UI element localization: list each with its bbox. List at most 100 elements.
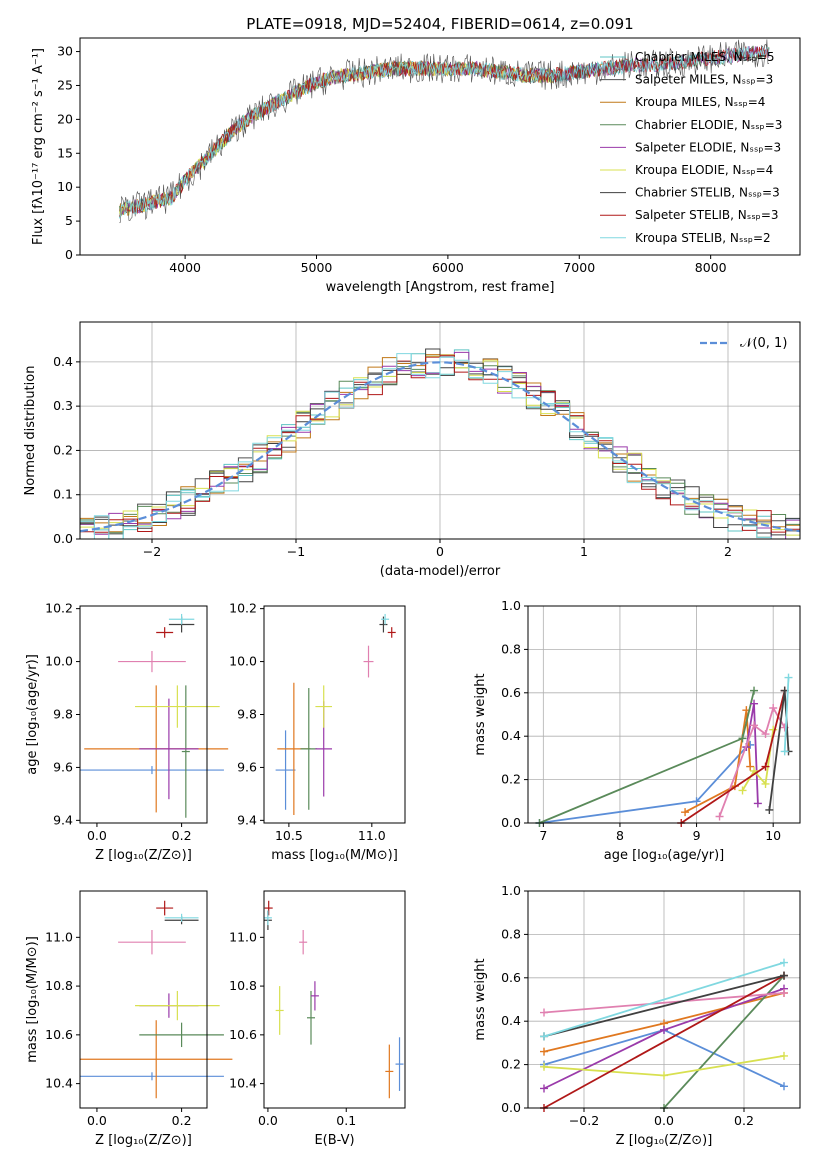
- x-tick-label: 0.0: [654, 1113, 674, 1128]
- y-tick-label: 10.6: [45, 1027, 73, 1042]
- weight-series-line: [543, 974, 785, 1109]
- spectrum-series-line: [119, 59, 632, 219]
- x-tick-label: 0.0: [87, 828, 107, 843]
- x-tick-label: 7: [539, 828, 547, 843]
- weight-point-marker: [780, 958, 788, 967]
- y-tick-label: 15: [57, 145, 73, 160]
- legend-label: Salpeter ELODIE, Nₛₛₚ=3: [635, 140, 781, 154]
- y-tick-label: 10.6: [229, 1027, 257, 1042]
- weight-point-marker: [738, 734, 747, 743]
- weight-series-line: [543, 992, 785, 1014]
- panel-residuals: 𝒩(0, 1) −2 −1 0 1 2 0.0 0.1 0.2 0.3 0.4 (data-model…: [23, 321, 801, 579]
- legend-label: Salpeter MILES, Nₛₛₚ=3: [635, 73, 773, 87]
- x-axis-label: (data-model)/error: [380, 564, 501, 579]
- x-axis-label: age [log₁₀(age/yr)]: [604, 848, 725, 863]
- y-tick-label: 0.0: [53, 531, 73, 546]
- x-tick-label: 11.0: [358, 828, 386, 843]
- panel-spectrum: Chabrier MILES, Nₛₛₚ=5 Salpeter MILES, Nₛ…: [31, 37, 801, 295]
- y-tick-label: 25: [57, 77, 73, 92]
- y-tick-label: 0.2: [501, 772, 521, 787]
- y-axis-label: mass weight: [473, 673, 488, 755]
- y-tick-label: 0.4: [53, 354, 73, 369]
- weight-point-marker: [692, 797, 701, 806]
- panel-mass-vs-z: 0.0 0.2 10.4 10.6 10.8 11.0 Z [log₁₀(Z/Z⊙)] mas…: [25, 890, 233, 1148]
- x-tick-label: 9: [693, 828, 701, 843]
- y-tick-label: 10.8: [229, 978, 257, 993]
- plot-frame: [79, 37, 801, 256]
- y-tick-label: 9.8: [237, 707, 257, 722]
- y-tick-label: 10.2: [229, 601, 257, 616]
- y-tick-label: 0.1: [53, 487, 73, 502]
- x-tick-label: 5000: [301, 260, 333, 275]
- y-axis-label: Normed distribution: [23, 366, 38, 496]
- y-tick-label: 0.6: [501, 970, 521, 985]
- x-tick-label: 0.1: [336, 1113, 356, 1128]
- weight-point-marker: [540, 1047, 548, 1056]
- x-tick-label: 8000: [695, 260, 727, 275]
- weight-point-marker: [750, 699, 759, 708]
- weight-point-marker: [780, 988, 788, 997]
- y-tick-label: 10.2: [45, 601, 73, 616]
- y-tick-label: 9.4: [237, 812, 257, 827]
- x-tick-label: 0.0: [258, 1113, 278, 1128]
- x-tick-label: 0.2: [734, 1113, 754, 1128]
- weight-point-marker: [660, 1071, 668, 1080]
- weight-point-marker: [765, 805, 774, 814]
- y-tick-label: 0.4: [501, 728, 521, 743]
- weight-series-line: [741, 729, 775, 791]
- y-axis-label: Flux [fλ10⁻¹⁷ erg cm⁻² s⁻¹ A⁻¹]: [31, 48, 46, 245]
- weight-series-line: [663, 974, 785, 1109]
- panel-mass-vs-ebv: 0.0 0.1 10.4 10.6 10.8 11.0 E(B-V): [229, 890, 406, 1148]
- y-tick-label: 0.2: [53, 442, 73, 457]
- x-tick-label: 10.5: [275, 828, 303, 843]
- x-tick-label: 1: [580, 544, 588, 559]
- x-tick-label: 10: [765, 828, 781, 843]
- weight-point-marker: [746, 762, 755, 771]
- weight-point-marker: [540, 1062, 548, 1071]
- normal-reference-curve: [79, 361, 801, 533]
- panel-weight-vs-z: −0.2 0.0 0.2 0.0 0.2 0.4 0.6 0.8 1.0 Z [log₁₀(Z/Z…: [473, 883, 801, 1148]
- y-tick-label: 9.4: [53, 812, 73, 827]
- y-tick-label: 10.4: [229, 1076, 257, 1091]
- y-tick-label: 10.0: [229, 654, 257, 669]
- weight-point-marker: [540, 1032, 548, 1041]
- y-tick-label: 11.0: [45, 929, 73, 944]
- x-tick-label: 0.0: [87, 1113, 107, 1128]
- y-tick-label: 10.0: [45, 654, 73, 669]
- legend-label: 𝒩(0, 1): [740, 336, 787, 351]
- weight-point-marker: [761, 779, 770, 788]
- y-tick-label: 10.8: [45, 978, 73, 993]
- weight-point-marker: [780, 1082, 788, 1091]
- weight-point-marker: [681, 808, 690, 817]
- legend-label: Salpeter STELIB, Nₛₛₚ=3: [635, 208, 779, 222]
- weight-point-marker: [540, 1008, 548, 1017]
- y-tick-label: 9.8: [53, 707, 73, 722]
- x-tick-label: 4000: [169, 260, 201, 275]
- x-tick-label: 7000: [563, 260, 595, 275]
- panel-age-vs-z: 0.0 0.2 9.4 9.6 9.8 10.0 10.2 Z [log₁₀(Z/Z⊙)] ag…: [25, 601, 229, 863]
- y-tick-label: 10: [57, 179, 73, 194]
- x-tick-label: 8: [616, 828, 624, 843]
- legend-label: Chabrier STELIB, Nₛₛₚ=3: [635, 186, 780, 200]
- weight-point-marker: [738, 786, 747, 795]
- weight-point-marker: [761, 730, 770, 739]
- figure-title: PLATE=0918, MJD=52404, FIBERID=0614, z=0…: [246, 15, 633, 33]
- x-axis-label: Z [log₁₀(Z/Z⊙)]: [95, 848, 192, 863]
- y-axis-label: mass weight: [473, 958, 488, 1040]
- y-tick-label: 0.8: [501, 641, 521, 656]
- plot-frame: [263, 890, 406, 1109]
- x-tick-label: 6000: [432, 260, 464, 275]
- y-tick-label: 1.0: [501, 883, 521, 898]
- y-tick-label: 1.0: [501, 598, 521, 613]
- weight-point-marker: [780, 747, 789, 756]
- weight-point-marker: [750, 686, 759, 695]
- legend-label: Kroupa STELIB, Nₛₛₚ=2: [635, 231, 771, 245]
- weight-series-line: [543, 961, 785, 1038]
- panel-weight-vs-age: 7 8 9 10 0.0 0.2 0.4 0.6 0.8 1.0 age [log₁₀(age/yr…: [473, 598, 801, 863]
- weight-point-marker: [761, 762, 770, 771]
- y-tick-label: 9.6: [53, 759, 73, 774]
- panel-age-vs-mass: 10.5 11.0 9.4 9.6 9.8 10.0 10.2 mass [log₁₀(M/M…: [229, 601, 406, 863]
- y-tick-label: 9.6: [237, 759, 257, 774]
- y-axis-label: mass [log₁₀(M/M⊙)]: [25, 936, 40, 1063]
